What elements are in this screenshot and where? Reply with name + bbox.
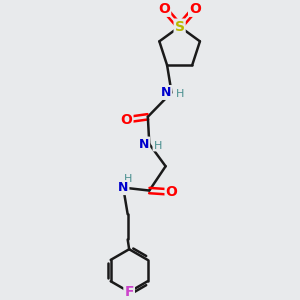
Text: N: N [139,137,149,151]
Text: F: F [124,285,134,299]
Text: O: O [166,185,178,199]
Text: O: O [121,113,132,127]
Text: H: H [176,89,184,99]
Text: H: H [124,174,132,184]
Text: N: N [118,181,128,194]
Text: N: N [161,86,171,99]
Text: S: S [175,20,184,34]
Text: H: H [153,140,162,151]
Text: O: O [158,2,170,16]
Text: O: O [189,2,201,16]
